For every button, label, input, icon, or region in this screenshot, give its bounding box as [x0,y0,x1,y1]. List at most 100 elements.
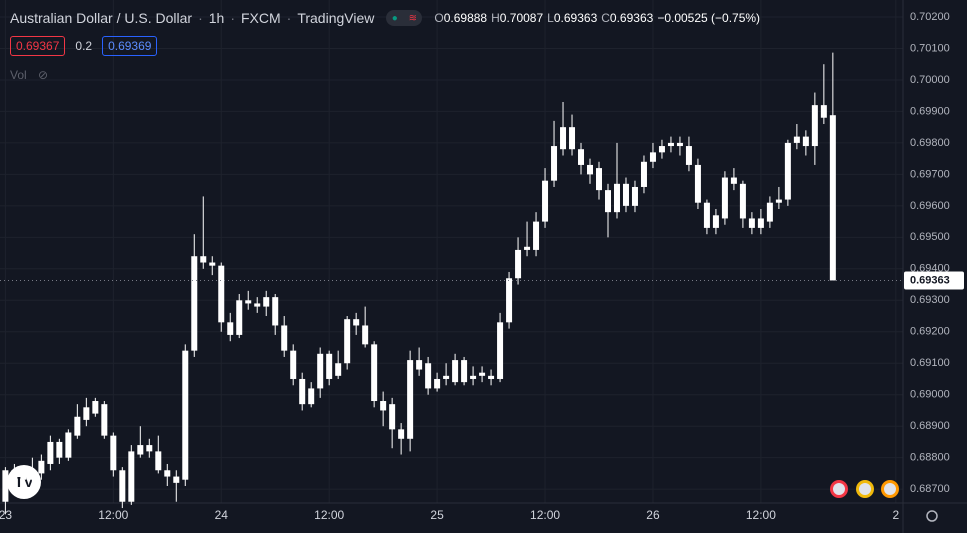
y-tick-label: 0.69900 [910,105,950,117]
candle-body [694,164,701,203]
candle-body [784,142,791,200]
y-tick-label: 0.69000 [910,389,950,401]
volume-legend: Vol ⊘ [10,68,49,82]
y-tick-label: 0.69800 [910,137,950,149]
candle-body [299,378,306,405]
candle-body [173,476,180,483]
y-tick-label: 0.68700 [910,483,950,495]
candle-body [65,432,72,458]
candle-body [793,136,800,143]
candle-body [775,199,782,203]
candle-body [820,105,827,118]
candle-body [596,168,603,191]
y-tick-label: 0.70200 [910,11,950,23]
candle-body [721,177,728,219]
candle-body [524,246,531,250]
candle-body [263,297,270,307]
quote-row: 0.69367 0.2 0.69369 [10,36,158,56]
y-tick-label: 0.69100 [910,357,950,369]
candle-body [730,177,737,184]
candle-body [272,297,279,326]
candle-body [2,470,9,502]
symbol: Australian Dollar / U.S. Dollar [10,10,193,26]
candle-body [461,360,468,383]
bid[interactable]: 0.69367 [10,36,66,56]
source: TradingView [297,10,375,26]
candle-body [20,476,27,480]
candle-body [209,262,216,266]
ohlc-item: C0.69363 [601,11,653,25]
candle-body [497,322,504,379]
candle-body [389,404,396,430]
events [830,480,899,498]
candle-body [802,136,809,147]
candle-body [56,441,63,458]
candle-body [83,407,90,420]
candle-body [631,186,638,206]
candle-body [155,451,162,471]
ohlc-key: C [601,11,610,25]
candle-body [29,470,36,480]
candle-body [317,353,324,389]
y-tick-label: 0.69600 [910,200,950,212]
candle-body [434,378,441,389]
ohlc-item: L0.69363 [547,11,597,25]
ohlc-key: O [434,11,444,25]
x-tick-label: 12:00 [98,508,128,522]
candle-body [11,470,18,483]
candle-body [658,146,665,153]
candle-body [560,127,567,150]
y-tick-label: 0.68800 [910,452,950,464]
candle-body [335,363,342,376]
candle-body [712,215,719,228]
svg-text:TV: TV [14,474,33,491]
ohlc-value: 0.69363 [553,11,598,25]
candle-body [829,115,836,281]
candle-body [757,218,764,228]
candle-body [613,183,620,213]
last-price-label: 0.69363 [910,274,950,286]
legend-header: Australian Dollar / U.S. Dollar · 1h · FXC… [10,10,761,26]
candle-body [128,451,135,502]
candle-body [640,161,647,187]
candle-body [542,180,549,222]
candle-body [479,372,486,376]
candle-body [227,322,234,335]
candle-body [353,319,360,326]
candle-body [137,445,144,455]
interval: 1h [208,10,225,26]
spread: 0.2 [75,39,93,53]
candle-body [254,303,261,307]
last-price-tag [904,271,964,290]
candle-body [191,256,198,351]
settings-icon[interactable] [926,510,938,522]
x-tick-label: 2 [892,508,899,522]
ohlc-value: 0.69888 [443,11,488,25]
y-tick-label: 0.68900 [910,420,950,432]
candle-body [416,360,423,370]
ask[interactable]: 0.69369 [102,36,158,56]
candle-body [101,404,108,436]
x-tick-label: 26 [646,508,660,522]
change: −0.00525 (−0.75%) [657,11,761,25]
candle-body [236,300,243,335]
y-tick-label: 0.69200 [910,326,950,338]
volume-label: Vol [10,68,27,82]
candle-body [290,350,297,379]
y-tick-label: 0.70100 [910,42,950,54]
x-tick-label: 12:00 [746,508,776,522]
y-tick-label: 0.69500 [910,231,950,243]
y-tick-label: 0.69300 [910,294,950,306]
candle-body [578,149,585,165]
candle-body [380,401,387,411]
candle-body [164,470,171,477]
x-tick-label: 12:00 [530,508,560,522]
candle-body [326,353,333,379]
candle-body [218,265,225,323]
candle-body [515,249,522,279]
y-tick-label: 0.69700 [910,168,950,180]
status-pill[interactable]: ● ≋ [386,10,423,26]
